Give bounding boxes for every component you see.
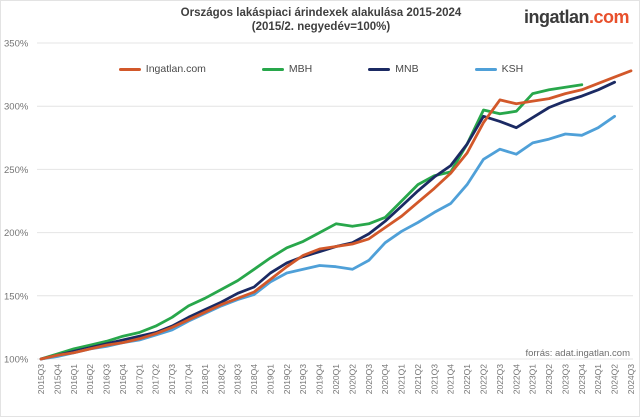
svg-text:200%: 200% xyxy=(4,228,29,239)
svg-text:2022Q3: 2022Q3 xyxy=(495,364,505,395)
legend-label: MBH xyxy=(288,63,313,75)
chart-title: Országos lakáspiaci árindexek alakulása … xyxy=(180,7,462,19)
svg-text:2021Q4: 2021Q4 xyxy=(446,364,456,395)
legend-label: KSH xyxy=(501,63,524,75)
legend-swatch-icon xyxy=(368,67,391,71)
svg-text:250%: 250% xyxy=(4,165,29,176)
title-block: Országos lakáspiaci árindexek alakulása … xyxy=(71,6,571,34)
legend-item-mnb: MNB xyxy=(368,63,419,75)
svg-text:2017Q1: 2017Q1 xyxy=(134,364,144,395)
series-line-ingatlan-com xyxy=(39,69,633,361)
svg-text:2019Q3: 2019Q3 xyxy=(298,364,308,395)
x-axis-labels: 2015Q3 2015Q4 2016Q1 2016Q2 2016Q3 2016Q4 2017… xyxy=(36,364,636,395)
legend-item-mbh: MBH xyxy=(261,63,313,75)
ingatlan-logo: ingatlan.com xyxy=(523,7,630,28)
svg-text:2022Q4: 2022Q4 xyxy=(511,364,521,395)
svg-text:2016Q4: 2016Q4 xyxy=(118,364,128,395)
svg-text:2019Q2: 2019Q2 xyxy=(282,364,292,395)
legend-item-ksh: KSH xyxy=(474,63,524,75)
svg-text:2015Q3: 2015Q3 xyxy=(36,364,46,395)
svg-text:2023Q3: 2023Q3 xyxy=(560,364,570,395)
svg-text:2018Q3: 2018Q3 xyxy=(233,364,243,395)
logo-tld: .com xyxy=(588,7,630,27)
svg-text:2018Q1: 2018Q1 xyxy=(200,364,210,395)
legend-swatch-icon xyxy=(261,67,284,71)
series-line-mnb xyxy=(39,80,616,361)
svg-text:2020Q4: 2020Q4 xyxy=(380,364,390,395)
svg-text:2024Q3: 2024Q3 xyxy=(626,364,636,395)
svg-text:2017Q2: 2017Q2 xyxy=(151,364,161,395)
svg-text:2022Q1: 2022Q1 xyxy=(462,364,472,395)
svg-text:150%: 150% xyxy=(4,291,29,302)
svg-text:2024Q2: 2024Q2 xyxy=(610,364,620,395)
svg-text:300%: 300% xyxy=(4,102,29,113)
svg-text:2016Q3: 2016Q3 xyxy=(102,364,112,395)
svg-text:2019Q4: 2019Q4 xyxy=(315,364,325,395)
svg-text:2020Q2: 2020Q2 xyxy=(347,364,357,395)
svg-text:2016Q2: 2016Q2 xyxy=(85,364,95,395)
chart-subtitle: (2015/2. negyedév=100%) xyxy=(251,21,391,33)
y-axis-labels: 100% 150% 200% 250% 300% 350% xyxy=(4,39,29,366)
svg-text:2021Q3: 2021Q3 xyxy=(429,364,439,395)
series-line-ksh xyxy=(39,114,616,361)
svg-text:2018Q2: 2018Q2 xyxy=(216,364,226,395)
svg-text:2022Q2: 2022Q2 xyxy=(479,364,489,395)
legend: Ingatlan.com MBH MNB KSH xyxy=(1,63,639,75)
legend-swatch-icon xyxy=(474,67,497,71)
svg-text:2018Q4: 2018Q4 xyxy=(249,364,259,395)
svg-text:2021Q2: 2021Q2 xyxy=(413,364,423,395)
svg-text:2023Q2: 2023Q2 xyxy=(544,364,554,395)
legend-item-ingatlan-com: Ingatlan.com xyxy=(118,63,206,75)
legend-label: Ingatlan.com xyxy=(145,63,206,75)
svg-text:350%: 350% xyxy=(4,39,29,50)
series-line-mbh xyxy=(39,83,584,361)
svg-text:100%: 100% xyxy=(4,355,29,366)
legend-label: MNB xyxy=(395,63,419,75)
svg-text:2020Q3: 2020Q3 xyxy=(364,364,374,395)
svg-text:2021Q1: 2021Q1 xyxy=(397,364,407,395)
svg-text:2017Q3: 2017Q3 xyxy=(167,364,177,395)
svg-text:2019Q1: 2019Q1 xyxy=(265,364,275,395)
svg-text:2016Q1: 2016Q1 xyxy=(69,364,79,395)
svg-text:2017Q4: 2017Q4 xyxy=(184,364,194,395)
svg-text:2015Q4: 2015Q4 xyxy=(52,364,62,395)
source-note: forrás: adat.ingatlan.com xyxy=(525,348,630,359)
svg-text:2024Q1: 2024Q1 xyxy=(593,364,603,395)
legend-swatch-icon xyxy=(118,67,141,71)
svg-text:2020Q1: 2020Q1 xyxy=(331,364,341,395)
logo-name: ingatlan xyxy=(523,7,590,27)
y-grid xyxy=(37,42,633,360)
svg-text:2023Q1: 2023Q1 xyxy=(528,364,538,395)
svg-text:2023Q4: 2023Q4 xyxy=(577,364,587,395)
